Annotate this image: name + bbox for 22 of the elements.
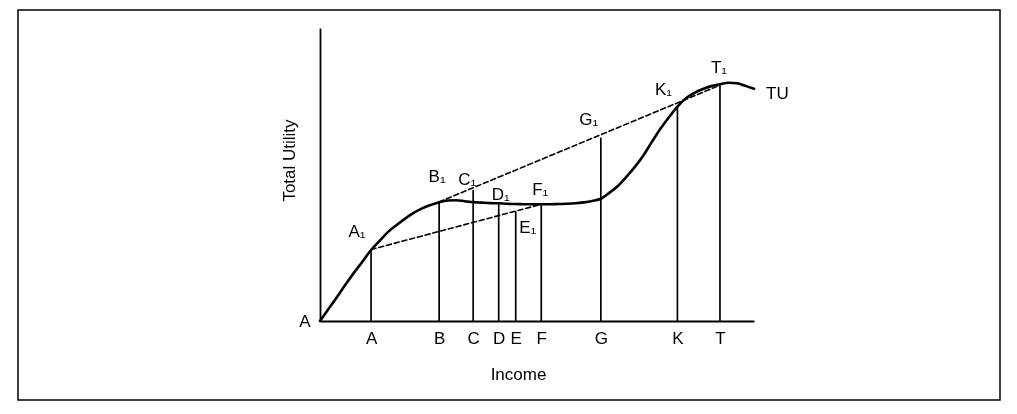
x-tick-label: F (536, 328, 547, 348)
series-label: TU (766, 83, 789, 103)
annotation: C₁ (458, 169, 477, 189)
annotation: G₁ (579, 109, 599, 129)
annotation: A₁ (348, 221, 366, 241)
annotation: D₁ (491, 185, 510, 205)
x-tick-label: K (672, 328, 685, 348)
x-tick-label: D (493, 328, 506, 348)
x-tick-label: E (510, 328, 522, 348)
annotation: K₁ (654, 79, 673, 99)
x-tick-label: G (594, 328, 608, 348)
annotation: T₁ (710, 58, 728, 78)
x-tick-label: A (365, 328, 378, 348)
annotation: B₁ (428, 166, 446, 186)
y-axis-title: Total Utility (279, 118, 299, 202)
x-tick-label: B (433, 328, 446, 348)
text: A (299, 312, 312, 331)
x-axis-title: Income (490, 364, 547, 384)
x-tick-label: T (715, 328, 726, 348)
annotation: E₁ (519, 218, 537, 238)
x-tick-label: C (467, 328, 480, 348)
annotation: F₁ (532, 180, 549, 200)
